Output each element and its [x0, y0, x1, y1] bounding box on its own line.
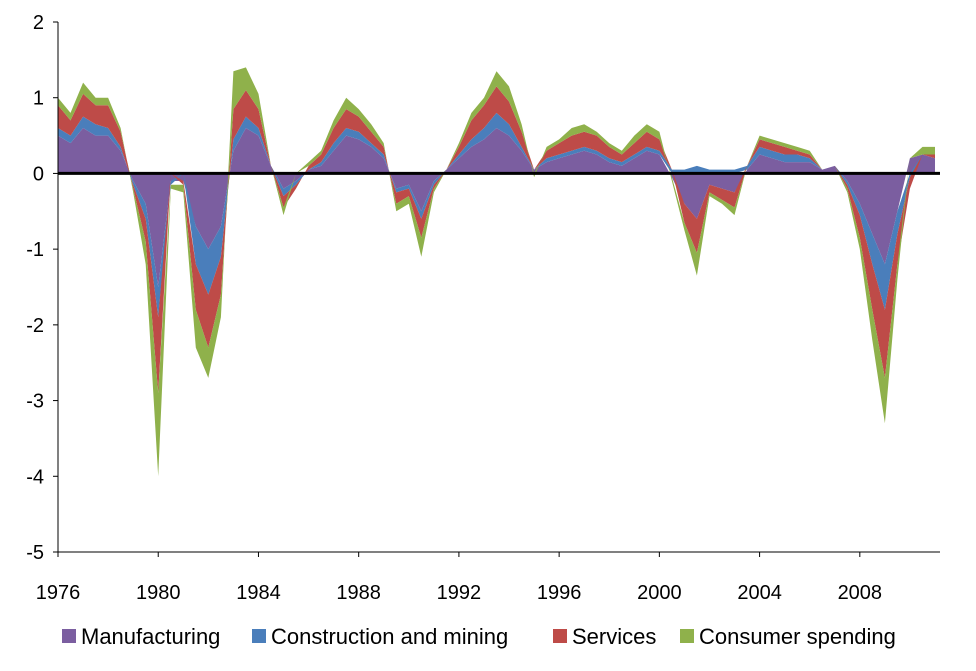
x-axis-ticks: 1976 1980 1984 1988 1992 1996 2000 2004 2008 — [36, 552, 882, 604]
legend-swatch — [62, 629, 76, 643]
x-tick-label: 1988 — [336, 582, 381, 604]
legend-item-services: Services — [553, 624, 656, 649]
x-tick-label: 2000 — [637, 582, 682, 604]
y-tick-label: -2 — [26, 315, 44, 337]
axes — [57, 22, 940, 553]
legend-item-consumer-spending: Consumer spending — [680, 624, 896, 649]
legend-item-construction-and-mining: Construction and mining — [252, 624, 508, 649]
y-tick-label: -3 — [26, 391, 44, 413]
series-area-manufacturing — [58, 128, 935, 287]
x-tick-label: 1980 — [136, 582, 181, 604]
legend-label: Construction and mining — [271, 624, 508, 649]
legend-label: Manufacturing — [81, 624, 220, 649]
legend-label: Consumer spending — [699, 624, 896, 649]
stacked-areas — [58, 67, 935, 477]
x-tick-label: 1976 — [36, 582, 81, 604]
legend-label: Services — [572, 624, 656, 649]
legend: Manufacturing Construction and mining Serv… — [62, 624, 896, 649]
y-tick-label: -5 — [26, 542, 44, 564]
y-axis-ticks: 2 1 0 -1 -2 -3 -4 -5 — [26, 12, 58, 564]
legend-swatch — [252, 629, 266, 643]
x-tick-label: 1984 — [236, 582, 281, 604]
y-tick-label: -1 — [26, 239, 44, 261]
legend-swatch — [680, 629, 694, 643]
legend-swatch — [553, 629, 567, 643]
y-tick-label: 1 — [33, 88, 44, 110]
y-tick-label: 0 — [33, 163, 44, 185]
x-tick-label: 2008 — [838, 582, 883, 604]
y-tick-label: 2 — [33, 12, 44, 34]
x-tick-label: 1992 — [437, 582, 482, 604]
y-tick-label: -4 — [26, 466, 44, 488]
x-tick-label: 1996 — [537, 582, 582, 604]
x-tick-label: 2004 — [737, 582, 782, 604]
legend-item-manufacturing: Manufacturing — [62, 624, 220, 649]
